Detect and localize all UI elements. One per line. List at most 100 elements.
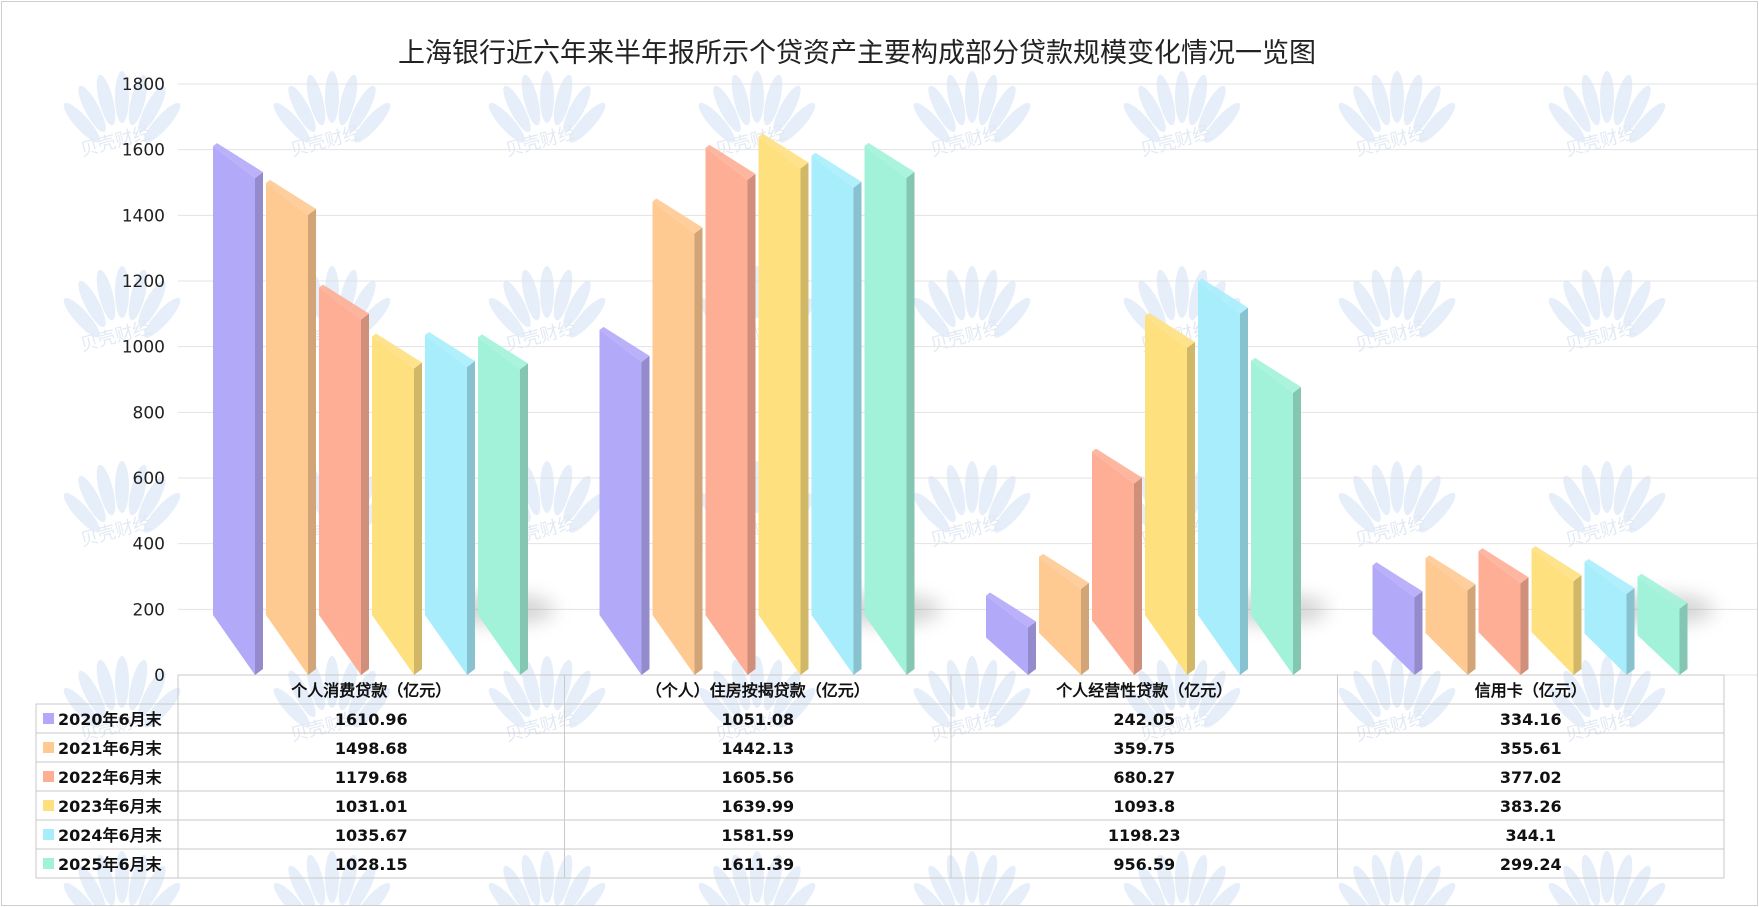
bar [266,179,316,675]
bar [1372,562,1423,675]
bar-top [705,144,756,180]
bar-top [372,333,422,369]
bar-side [414,362,422,675]
bar-top [1092,448,1142,484]
bar-front [266,182,308,675]
bar-top [1425,555,1476,591]
watermark: 贝壳财经 [913,266,1031,356]
bar-top [652,198,703,234]
bar-top [986,592,1036,628]
bar [599,326,650,675]
watermark: 贝壳财经 [1548,266,1666,356]
watermark: 贝壳财经 [698,851,816,905]
bar-side [361,313,369,675]
data-label: 1498.68 [335,739,408,758]
bars [213,133,1688,676]
data-label: 1442.13 [721,739,794,758]
y-tick-label: 200 [133,600,165,620]
bar-front [1251,360,1293,675]
data-label: 359.75 [1113,739,1175,758]
bar [1092,448,1142,675]
data-label: 1035.67 [335,826,408,845]
watermark: 贝壳财经 [1338,71,1456,161]
bar-front [425,334,467,675]
bar-side [1414,591,1423,675]
data-label: 299.24 [1500,855,1562,874]
bar-side [1679,602,1688,675]
bar-side [1573,575,1582,675]
bar [1531,546,1582,675]
bar-front [811,155,854,675]
watermark: 贝壳财经 [488,851,606,905]
data-label: 1639.99 [721,797,794,816]
watermark: 贝壳财经 [488,266,606,356]
watermark: 贝壳财经 [63,461,181,551]
bar-front [478,337,520,675]
y-tick-label: 1000 [122,338,165,358]
bar-front [1425,558,1468,675]
data-label: 1028.15 [335,855,408,874]
data-table: 个人消费贷款（亿元） （个人）住房按揭贷款（亿元） 个人经营性贷款（亿元） 信用卡（亿… [35,674,1725,879]
bar-top [1531,546,1582,582]
legend-swatch [43,800,54,811]
bar-side [520,363,528,675]
data-label: 383.26 [1500,797,1562,816]
bar-side [1187,341,1195,675]
legend-swatch [43,858,54,869]
bar-front [1478,551,1521,675]
y-tick-label: 1200 [122,272,165,292]
bar [213,143,263,676]
watermark: 贝壳财经 [1338,266,1456,356]
watermark: 贝壳财经 [1548,851,1666,905]
bar-top [1039,553,1089,589]
category-label: （个人）住房按揭贷款（亿元） [646,681,870,700]
bar-top [1198,278,1248,314]
watermark: 贝壳财经 [63,71,181,161]
legend-label: 2020年6月末 [58,710,163,729]
data-label: 344.1 [1505,826,1556,845]
bar-front [213,146,255,676]
watermark: 贝壳财经 [1123,851,1241,905]
legend-swatch [43,742,54,753]
bar [1198,278,1248,675]
bar-top [1145,312,1195,348]
bar [652,198,703,675]
bar [1251,357,1301,675]
data-label: 1581.59 [721,826,794,845]
data-label: 1605.56 [721,768,794,787]
bar-front [986,595,1028,675]
data-label: 334.16 [1500,710,1562,729]
bar [372,333,422,675]
bar-top [1478,548,1529,584]
bar-side [641,355,650,675]
bar-side [694,227,703,675]
watermark: 贝壳财经 [1548,461,1666,551]
bar-side [1520,577,1529,675]
bar-front [1531,549,1574,675]
bar-top [599,326,650,362]
bar-front [1372,565,1415,675]
legend-label: 2024年6月末 [58,826,163,845]
bar [1039,553,1089,675]
chart-title: 上海银行近六年来半年报所示个贷资产主要构成部分贷款规模变化情况一览图 [398,38,1316,69]
bar-front [1145,315,1187,675]
bar [811,152,862,675]
watermark: 贝壳财经 [913,71,1031,161]
bar-top [1637,573,1688,609]
bar-side [906,171,915,676]
watermark: 贝壳财经 [1338,851,1456,905]
bar-top [425,331,475,367]
bar-front [1584,562,1627,675]
y-tick-label: 1600 [122,141,165,161]
bar-top [864,142,915,178]
bar-side [1134,477,1142,675]
y-tick-label: 0 [154,666,165,686]
data-label: 680.27 [1113,768,1175,787]
bar [1478,548,1529,675]
legend-label: 2023年6月末 [58,797,163,816]
bar-side [1028,621,1036,675]
data-label: 1093.8 [1113,797,1175,816]
bar-top [1251,357,1301,393]
bar-top [319,284,369,320]
bar [758,133,809,675]
